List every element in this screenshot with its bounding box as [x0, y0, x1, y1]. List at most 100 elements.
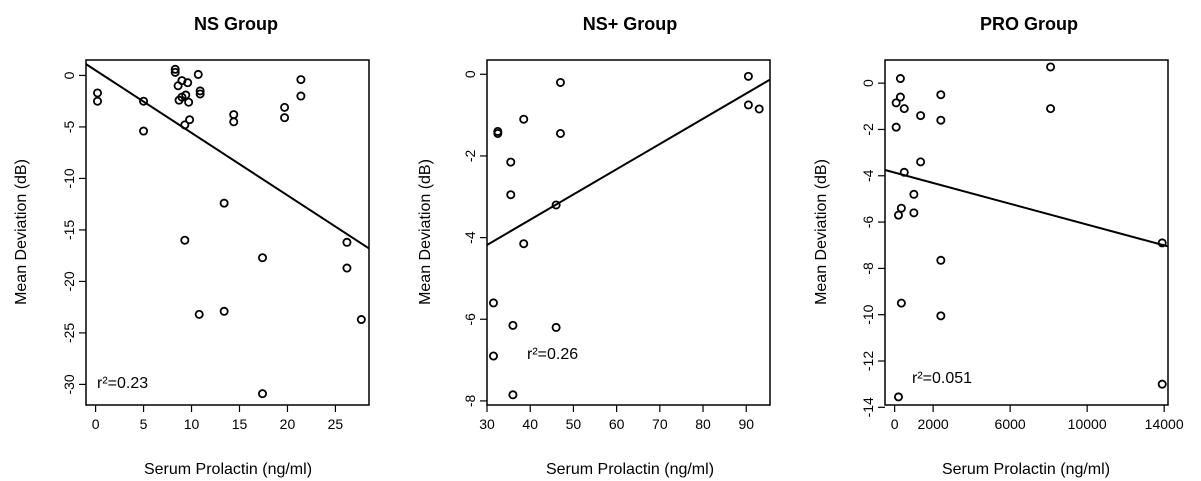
y-tick-label: -8 — [462, 394, 478, 407]
r-squared-annotation: r²=0.26 — [527, 346, 578, 363]
y-tick-label: -2 — [860, 123, 876, 136]
x-tick-label: 70 — [652, 416, 668, 432]
data-point — [555, 77, 565, 87]
data-point — [893, 392, 903, 402]
data-point — [342, 263, 352, 273]
y-tick-label: -6 — [462, 313, 478, 326]
plot-frame — [486, 59, 771, 406]
y-tick-label: -4 — [860, 169, 876, 182]
x-tick-label: 5 — [140, 416, 148, 432]
x-tick-label: 10000 — [1068, 416, 1107, 432]
y-tick-label: -4 — [462, 231, 478, 244]
plot-marks: 0 5 10 15 20 25 0 -5 -10 -15 -20 -25 -30 — [61, 63, 370, 432]
data-point — [139, 96, 149, 106]
y-tick-label: 0 — [61, 71, 77, 79]
data-point — [508, 390, 518, 400]
y-axis-label: Mean Deviation (dB) — [13, 159, 30, 305]
x-tick-label: 90 — [738, 416, 754, 432]
data-point — [1157, 379, 1167, 389]
data-point — [916, 111, 926, 121]
x-axis-label: Serum Prolactin (ng/ml) — [144, 461, 312, 478]
data-point — [342, 237, 352, 247]
y-tick-label: -10 — [61, 168, 77, 188]
data-point — [551, 200, 561, 210]
data-point — [229, 117, 239, 127]
data-point — [555, 128, 565, 138]
data-point — [899, 104, 909, 114]
data-point — [170, 67, 180, 77]
data-point — [506, 190, 516, 200]
data-point — [296, 75, 306, 85]
data-point — [296, 91, 306, 101]
regression-line — [884, 169, 1169, 248]
data-point — [1157, 238, 1167, 248]
plot-marks: 30 40 50 60 70 80 90 0 -2 -4 -6 -8 — [462, 70, 771, 432]
data-point — [280, 113, 290, 123]
data-point — [194, 309, 204, 319]
x-axis-label: Serum Prolactin (ng/ml) — [942, 461, 1110, 478]
data-point — [93, 96, 103, 106]
y-tick-label: -6 — [860, 216, 876, 229]
data-point — [93, 88, 103, 98]
plot-marks: 0 2000 6000 10000 14000 0 -2 -4 -6 -8 -10 -12 -14 — [860, 62, 1184, 432]
data-point — [936, 115, 946, 125]
data-point — [183, 78, 193, 88]
ns-group-panel: NS Group 0 5 10 15 20 25 0 -5 -10 -15 -20 -25 -30 r²… — [13, 14, 370, 478]
data-point — [743, 71, 753, 81]
data-point — [1046, 104, 1056, 114]
x-tick-label: 10 — [184, 416, 200, 432]
data-point — [195, 86, 205, 96]
x-tick-label: 15 — [232, 416, 248, 432]
regression-line — [486, 78, 771, 246]
data-point — [519, 239, 529, 249]
panel-title: NS+ Group — [583, 14, 678, 34]
data-point — [219, 306, 229, 316]
data-point — [899, 167, 909, 177]
data-point — [895, 74, 905, 84]
panel-title: NS Group — [194, 14, 278, 34]
x-tick-label: 25 — [328, 416, 344, 432]
plot-frame — [884, 59, 1169, 406]
y-axis-label: Mean Deviation (dB) — [813, 159, 830, 305]
y-tick-label: 0 — [462, 70, 478, 78]
data-point — [488, 298, 498, 308]
x-tick-label: 40 — [522, 416, 538, 432]
x-tick-label: 6000 — [995, 416, 1026, 432]
regression-line — [85, 63, 370, 250]
data-point — [896, 298, 906, 308]
data-point — [280, 102, 290, 112]
x-tick-label: 80 — [695, 416, 711, 432]
data-point — [139, 126, 149, 136]
data-point — [936, 90, 946, 100]
data-point — [909, 208, 919, 218]
y-axis-label: Mean Deviation (dB) — [417, 159, 434, 305]
data-point — [258, 389, 268, 399]
y-tick-label: -12 — [860, 351, 876, 371]
data-point — [185, 115, 195, 125]
x-axis-label: Serum Prolactin (ng/ml) — [546, 461, 714, 478]
y-tick-label: -8 — [860, 262, 876, 275]
x-tick-label: 0 — [891, 416, 899, 432]
data-point — [184, 97, 194, 107]
x-tick-label: 14000 — [1145, 416, 1184, 432]
y-tick-label: 0 — [860, 79, 876, 87]
data-point — [488, 351, 498, 361]
data-point — [936, 311, 946, 321]
x-tick-label: 2000 — [918, 416, 949, 432]
data-point — [551, 322, 561, 332]
x-tick-label: 30 — [479, 416, 495, 432]
y-tick-label: -25 — [61, 323, 77, 343]
data-point — [896, 203, 906, 213]
x-tick-label: 60 — [609, 416, 625, 432]
x-tick-label: 50 — [566, 416, 582, 432]
pro-group-panel: PRO Group 0 2000 6000 10000 14000 0 -2 -4 -6 -8 -1… — [813, 14, 1184, 478]
data-point — [193, 69, 203, 79]
data-point — [506, 157, 516, 167]
ns-plus-group-panel: NS+ Group 30 40 50 60 70 80 90 0 -2 -4 -6 -8 r²=0.2… — [417, 14, 771, 478]
data-point — [916, 157, 926, 167]
y-tick-label: -15 — [61, 220, 77, 240]
data-point — [1046, 62, 1056, 72]
data-point — [180, 235, 190, 245]
r-squared-annotation: r²=0.051 — [912, 370, 972, 387]
